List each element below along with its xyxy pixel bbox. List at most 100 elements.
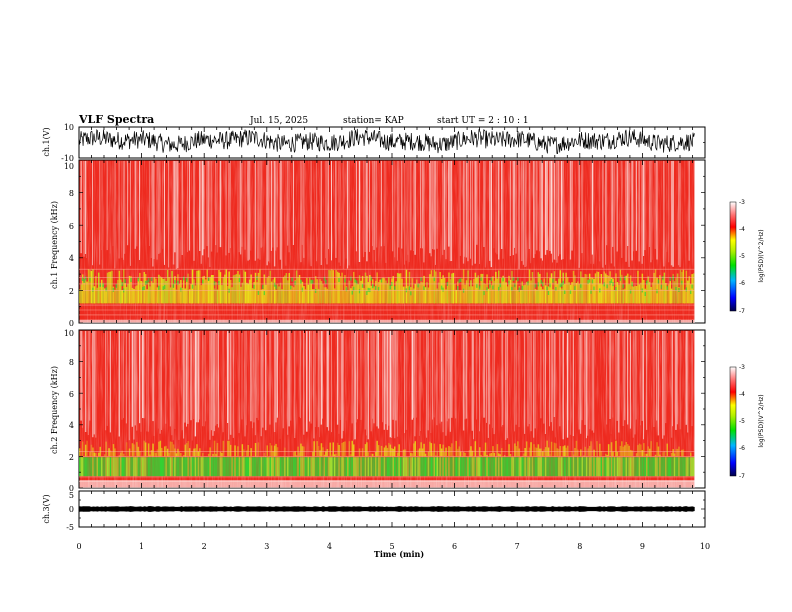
spectrogram-band-cell <box>627 457 629 477</box>
ch2-cb-tick-m5: -5 <box>739 418 745 425</box>
spectrogram-band-cell <box>345 457 348 477</box>
spectrogram-band-cell <box>479 285 481 290</box>
spectrogram-band-cell <box>612 457 614 477</box>
spectrogram-band-cell <box>164 446 166 457</box>
spectrogram-band-cell <box>675 287 677 291</box>
spectrogram-low-strip <box>79 319 695 323</box>
spectrogram-band-cell <box>114 448 116 457</box>
spectrogram-band-cell <box>486 287 488 292</box>
x-tick-label: 0 <box>76 542 81 551</box>
spectrogram-band-cell <box>427 287 430 304</box>
spectrogram-band-cell <box>435 271 437 304</box>
spectrogram-band-cell <box>517 441 519 457</box>
spectrogram-band-cell <box>196 457 198 477</box>
spectrogram-band-cell <box>414 283 416 304</box>
spectrogram-band-cell <box>562 457 564 477</box>
spectrogram-band-cell <box>370 453 373 457</box>
spectrogram-band-cell <box>166 270 169 304</box>
spectrogram-band-cell <box>268 457 270 477</box>
spectrogram-band-cell <box>174 276 176 304</box>
spectrogram-band-cell <box>372 457 374 477</box>
ch1-waveform-trace <box>78 128 695 154</box>
spectrogram-band-cell <box>370 276 373 281</box>
x-tick-label: 6 <box>452 542 457 551</box>
spectrogram-band-cell <box>692 273 695 304</box>
spectrogram-band-cell <box>279 282 282 304</box>
spectrogram-band-cell <box>79 289 81 304</box>
spectrogram-band-cell <box>210 457 213 477</box>
spectrogram-band-cell <box>121 290 123 304</box>
spectrogram-band-cell <box>596 271 598 304</box>
spectrogram-band-cell <box>691 274 693 304</box>
spectrogram-band-cell <box>338 445 340 457</box>
spectrogram-band-cell <box>123 457 125 477</box>
spectrogram-band-cell <box>263 291 266 296</box>
spectrogram-band-cell <box>341 457 343 477</box>
spectrogram-band-cell <box>628 445 630 457</box>
spectrogram-band-cell <box>669 457 671 477</box>
spectrogram-band-cell <box>687 280 689 304</box>
spectrogram-band-cell <box>605 457 607 477</box>
spectrogram-band-cell <box>366 291 368 295</box>
spectrogram-band-cell <box>156 457 159 477</box>
spectrogram-band-cell <box>260 289 263 304</box>
spectrogram-band-cell <box>402 286 405 304</box>
spectrogram-band-cell <box>379 279 381 304</box>
spectrogram-band-cell <box>464 457 466 477</box>
spectrogram-band-cell <box>619 269 622 304</box>
spectrogram-band-cell <box>191 457 194 477</box>
spectrogram-band-cell <box>295 455 298 457</box>
spectrogram-band-cell <box>474 441 477 457</box>
spectrogram-band-cell <box>320 281 323 304</box>
spectrogram-band-cell <box>553 442 556 457</box>
spectrogram-band-cell <box>310 280 312 304</box>
spectrogram-band-cell <box>550 457 553 477</box>
spectrogram-band-cell <box>137 277 140 282</box>
spectrogram-band-cell <box>429 457 431 477</box>
spectrogram-band-cell <box>502 275 504 304</box>
spectrogram-band-cell <box>80 284 82 304</box>
spectrogram-band-cell <box>448 446 450 457</box>
ch1-freq-tick-10: 10 <box>64 162 74 171</box>
spectrogram-band-cell <box>147 278 150 283</box>
spectrogram-band-cell <box>152 443 154 457</box>
spectrogram-band-cell <box>156 287 159 304</box>
spectrogram-band-cell <box>199 457 201 477</box>
spectrogram-band-cell <box>117 457 119 477</box>
spectrogram-band-cell <box>301 446 304 457</box>
spectrogram-band-cell <box>424 453 427 457</box>
spectrogram-band-cell <box>524 284 526 304</box>
spectrogram-band-cell <box>193 279 195 304</box>
spectrogram-band-cell <box>662 457 664 477</box>
spectrogram-band-cell <box>380 457 383 477</box>
spectrogram-band-cell <box>304 289 307 304</box>
spectrogram-band-cell <box>481 273 484 304</box>
spectrogram-band-cell <box>136 442 138 457</box>
spectrogram-band-cell <box>483 457 485 477</box>
spectrogram-band-cell <box>256 457 258 477</box>
spectrogram-band-cell <box>429 441 431 457</box>
spectrogram-band-cell <box>241 457 244 477</box>
ch2-spectrogram-ylabel: ch.2 Frequency (kHz) <box>50 366 59 454</box>
spectrogram-band-cell <box>389 444 392 457</box>
spectrogram-band-cell <box>319 450 321 457</box>
spectrogram-band-cell <box>218 457 220 477</box>
spectrogram-band-cell <box>279 457 282 477</box>
spectrogram-band-cell <box>487 457 490 477</box>
spectrogram-band-cell <box>443 277 446 304</box>
spectrogram-band-cell <box>358 448 361 457</box>
spectrogram-band-cell <box>137 457 140 477</box>
spectrogram-band-cell <box>524 448 526 457</box>
spectrogram-band-cell <box>105 289 107 304</box>
spectrogram-band-cell <box>682 269 685 304</box>
spectrogram-band-cell <box>249 279 251 304</box>
spectrogram-band-cell <box>574 448 576 457</box>
spectrogram-band-cell <box>354 279 356 304</box>
spectrogram-band-cell <box>228 288 230 293</box>
spectrogram-band-cell <box>142 287 144 291</box>
spectrogram-band-cell <box>427 451 430 457</box>
spectrogram-band-cell <box>543 278 545 304</box>
spectrogram-band-cell <box>372 284 374 289</box>
spectrogram-band-cell <box>424 287 427 304</box>
spectrogram-band-cell <box>257 457 260 477</box>
